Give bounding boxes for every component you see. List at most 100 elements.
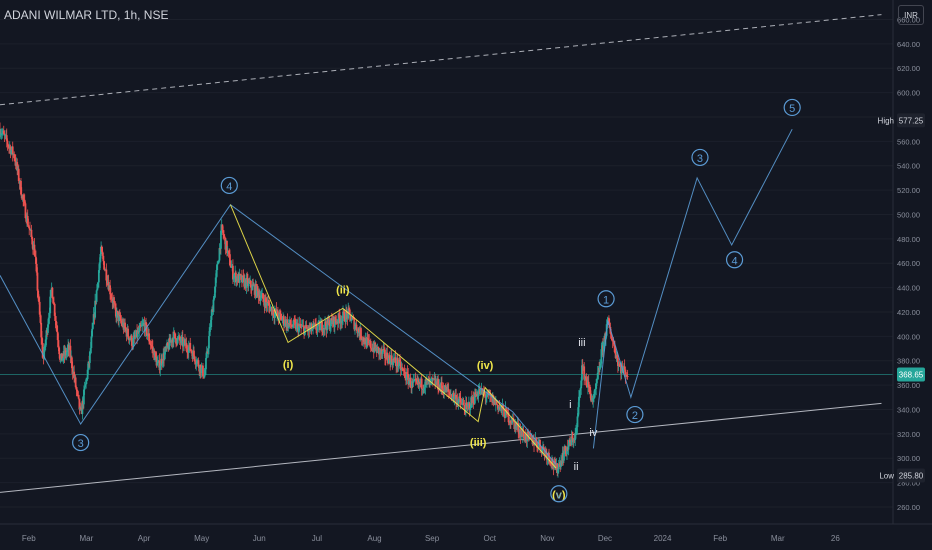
candle-body: [220, 230, 222, 249]
candle-body: [75, 387, 78, 390]
wave-label: (iii): [470, 437, 487, 449]
candle-body: [423, 387, 426, 389]
candle-body: [417, 379, 420, 385]
candle-body: [30, 229, 33, 238]
candle-body: [106, 280, 109, 284]
candle-body: [41, 337, 43, 344]
candle-body: [14, 158, 16, 161]
candle-body: [302, 325, 305, 327]
candle-body: [101, 251, 104, 256]
candle-body: [59, 354, 61, 360]
candle-body: [187, 346, 190, 353]
candle-body: [319, 324, 322, 331]
candle-body: [342, 311, 344, 319]
candle-body: [241, 275, 244, 283]
candle-body: [295, 323, 298, 330]
candle-body: [396, 358, 399, 367]
time-tick-label: Jun: [253, 534, 266, 543]
time-axis-bg: [0, 524, 932, 550]
chart-title: ADANI WILMAR LTD, 1h, NSE: [4, 8, 169, 22]
wave-label: 2: [632, 410, 638, 422]
time-tick-label: 26: [831, 534, 840, 543]
candle-body: [443, 391, 446, 394]
price-tick-label: 600.00: [897, 89, 920, 98]
candle-body: [56, 325, 58, 332]
wave-label: 5: [789, 103, 795, 115]
wave-label-circle: [691, 148, 709, 167]
candle-body: [280, 316, 283, 321]
wave-label: (v): [552, 489, 566, 501]
candle-body: [118, 314, 120, 322]
wave-label: 4: [226, 181, 232, 193]
candle-body: [457, 400, 460, 404]
candle-body: [473, 392, 476, 404]
candle-body: [273, 312, 276, 318]
candle-body: [291, 325, 293, 327]
candle-body: [115, 310, 118, 318]
candle-body: [200, 367, 203, 374]
candle-body: [169, 337, 171, 343]
candle-body: [575, 431, 577, 434]
candle-body: [124, 322, 126, 329]
candle-body: [316, 326, 319, 331]
candle-body: [496, 404, 499, 406]
candle-body: [596, 372, 599, 380]
candle-body: [624, 369, 627, 377]
candle-body: [383, 348, 386, 350]
time-tick-label: Aug: [367, 534, 381, 543]
candle-body: [611, 340, 614, 342]
currency-button[interactable]: INR: [898, 5, 924, 25]
candle-body: [473, 402, 475, 404]
candle-body: [91, 324, 94, 329]
candle-body: [517, 423, 520, 433]
candle-body: [1, 132, 4, 135]
candle-body: [144, 322, 147, 332]
candle-body: [590, 393, 592, 401]
candle-body: [458, 396, 461, 399]
candle-body: [276, 310, 279, 317]
price-tick-label: 480.00: [897, 235, 920, 244]
candle-body: [260, 294, 263, 298]
candle-body: [146, 335, 149, 337]
candle-body: [472, 397, 475, 403]
last-price-tag-box: [897, 367, 925, 382]
candle-body: [412, 380, 415, 383]
candle-body: [626, 376, 629, 378]
candle-body: [461, 403, 464, 405]
candle-body: [387, 355, 390, 364]
candle-body: [397, 365, 400, 367]
candle-body: [610, 333, 613, 339]
candle-body: [386, 352, 389, 361]
candle-body: [281, 319, 284, 321]
candle-body: [556, 463, 559, 473]
candle-body: [127, 328, 129, 337]
candle-body: [202, 365, 204, 377]
candle-body: [252, 284, 255, 286]
price-axis-bg: [893, 0, 932, 550]
candle-body: [357, 328, 360, 332]
candle-body: [20, 180, 22, 195]
candle-body: [564, 445, 567, 451]
price-tick-label: 300.00: [897, 454, 920, 463]
candle-body: [57, 340, 60, 348]
candle-body: [2, 130, 5, 134]
candle-body: [151, 346, 154, 351]
price-tick-label: 380.00: [897, 357, 920, 366]
price-tick-label: 340.00: [897, 405, 920, 414]
candle-body: [377, 346, 380, 348]
candle-body: [459, 398, 462, 403]
candle-body: [415, 379, 418, 381]
candle-body: [429, 379, 432, 381]
wave-label: i: [569, 399, 571, 411]
candle-body: [289, 319, 292, 325]
candle-body: [227, 250, 230, 252]
candle-body: [574, 433, 577, 441]
candle-body: [328, 320, 331, 330]
candle-body: [494, 398, 496, 405]
candle-body: [608, 317, 610, 326]
candle-body: [40, 322, 43, 338]
wave-label: 4: [732, 255, 738, 267]
candle-body: [321, 331, 324, 333]
candle-body: [256, 286, 259, 291]
